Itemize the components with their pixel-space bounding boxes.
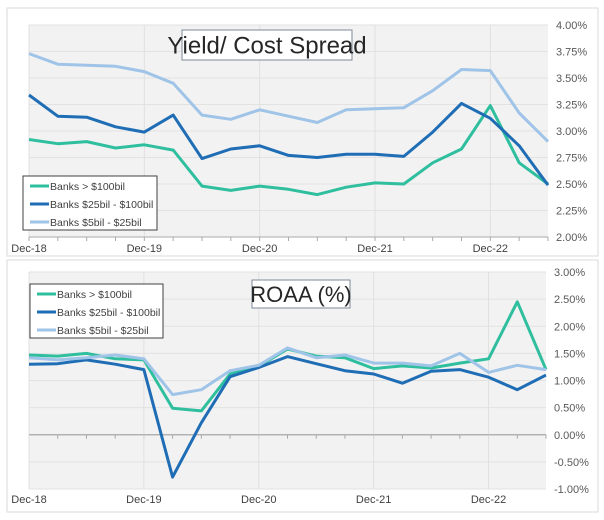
y-tick-label: 3.50% [556,73,587,85]
y-tick-label: 2.25% [556,206,587,218]
legend-label: Banks > $100bil [50,181,125,193]
y-tick-label: 1.00% [554,376,585,388]
y-tick-label: 2.75% [556,153,587,165]
x-tick-label: Dec-22 [471,494,506,506]
y-tick-label: 2.00% [554,321,585,333]
y-tick-label: 2.50% [556,179,587,191]
x-tick-label: Dec-20 [242,243,277,255]
x-tick-label: Dec-19 [127,243,162,255]
legend-label: Banks $25bil - $100bil [57,307,160,319]
series-line-2 [28,52,550,143]
x-tick-label: Dec-18 [11,494,46,506]
y-tick-label: 0.50% [554,403,585,415]
y-tick-label: 3.25% [556,100,587,112]
y-tick-label: 3.00% [554,267,585,279]
legend-label: Banks $25bil - $100bil [50,199,153,211]
y-tick-label: -0.50% [554,457,589,469]
chart-title-box [251,279,351,309]
chart-roaa: -1.00% -0.50% 0.00% 0.50% 1.00% 1.50% 2.00% 2.5… [6,259,599,513]
y-tick-label: -1.00% [554,484,589,496]
chart-yield-cost-spread: 2.00% 2.25% 2.50% 2.75% 3.00% 3.25% 3.50% 3.75%… [6,7,599,257]
x-tick-label: Dec-18 [11,243,46,255]
y-tick-label: 2.50% [554,294,585,306]
series-line-0 [28,104,549,197]
y-tick-label: 3.00% [556,126,587,138]
x-tick-label: Dec-21 [356,494,391,506]
chart-title: ROAA (%) [250,282,351,307]
legend-label: Banks $5bil - $25bil [57,325,149,337]
y-tick-label: 2.00% [556,232,587,244]
y-tick-label: 4.00% [556,20,587,32]
x-tick-label: Dec-22 [473,243,508,255]
x-tick-label: Dec-21 [357,243,392,255]
chart-title: Yield/ Cost Spread [167,33,366,60]
y-tick-label: 1.50% [554,348,585,360]
series-line-2 [28,346,547,397]
x-tick-label: Dec-20 [241,494,276,506]
series-line-1 [28,355,547,479]
legend-label: Banks $5bil - $25bil [50,217,142,229]
y-tick-label: 0.00% [554,430,585,442]
x-tick-label: Dec-19 [126,494,161,506]
chart-title-box [181,29,353,61]
y-tick-label: 3.75% [556,47,587,59]
series-line-1 [28,93,550,186]
legend-label: Banks > $100bil [57,289,132,301]
